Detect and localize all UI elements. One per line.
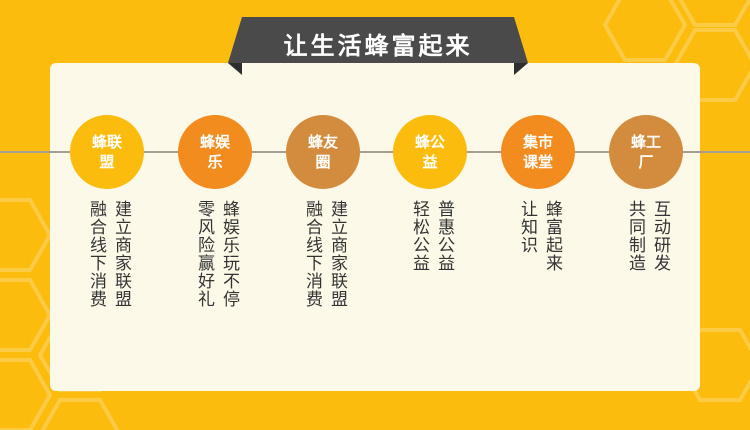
feature-node: 蜂公益: [393, 115, 467, 189]
feature-description: 让知识 蜂富起来: [517, 200, 562, 330]
feature-node: 蜂娱乐: [178, 115, 252, 189]
feature-node-label: 蜂娱乐: [199, 133, 230, 171]
feature-description-line: 建立商家联盟: [327, 200, 347, 308]
feature-node: 蜂友圈: [286, 115, 360, 189]
feature-node: 蜂联盟: [70, 115, 144, 189]
feature-node: 集市课堂: [501, 115, 575, 189]
feature-node: 蜂工厂: [609, 115, 683, 189]
feature-node-label: 蜂联盟: [91, 133, 122, 171]
feature-description: 轻松公益 普惠公益: [409, 200, 454, 330]
feature-description-line: 轻松公益: [409, 200, 429, 272]
feature-description: 共同制造 互动研发: [625, 200, 670, 330]
feature-description: 融合线下消费 建立商家联盟: [302, 200, 347, 330]
feature-description-line: 融合线下消费: [302, 200, 322, 308]
feature-description-line: 蜂娱乐玩不停: [219, 200, 239, 308]
feature-description-line: 共同制造: [625, 200, 645, 272]
feature-description-line: 零风险赢好礼: [194, 200, 214, 308]
feature-description-line: 普惠公益: [434, 200, 454, 272]
feature-description: 零风险赢好礼 蜂娱乐玩不停: [194, 200, 239, 330]
timeline-line: [0, 151, 750, 153]
feature-description-line: 建立商家联盟: [111, 200, 131, 308]
banner-shape: [228, 17, 528, 75]
content-panel: [50, 63, 700, 391]
feature-node-label: 蜂公益: [414, 133, 445, 171]
title-banner: 让生活蜂富起来: [228, 17, 528, 77]
feature-description-line: 蜂富起来: [542, 200, 562, 272]
feature-description-line: 互动研发: [650, 200, 670, 272]
feature-node-label: 蜂工厂: [630, 133, 661, 171]
feature-description-line: 让知识: [517, 200, 537, 254]
feature-description: 融合线下消费 建立商家联盟: [86, 200, 131, 330]
feature-node-label: 蜂友圈: [307, 133, 338, 171]
feature-description-line: 融合线下消费: [86, 200, 106, 308]
feature-node-label: 集市课堂: [522, 133, 553, 171]
banner-title: 让生活蜂富起来: [283, 32, 473, 60]
